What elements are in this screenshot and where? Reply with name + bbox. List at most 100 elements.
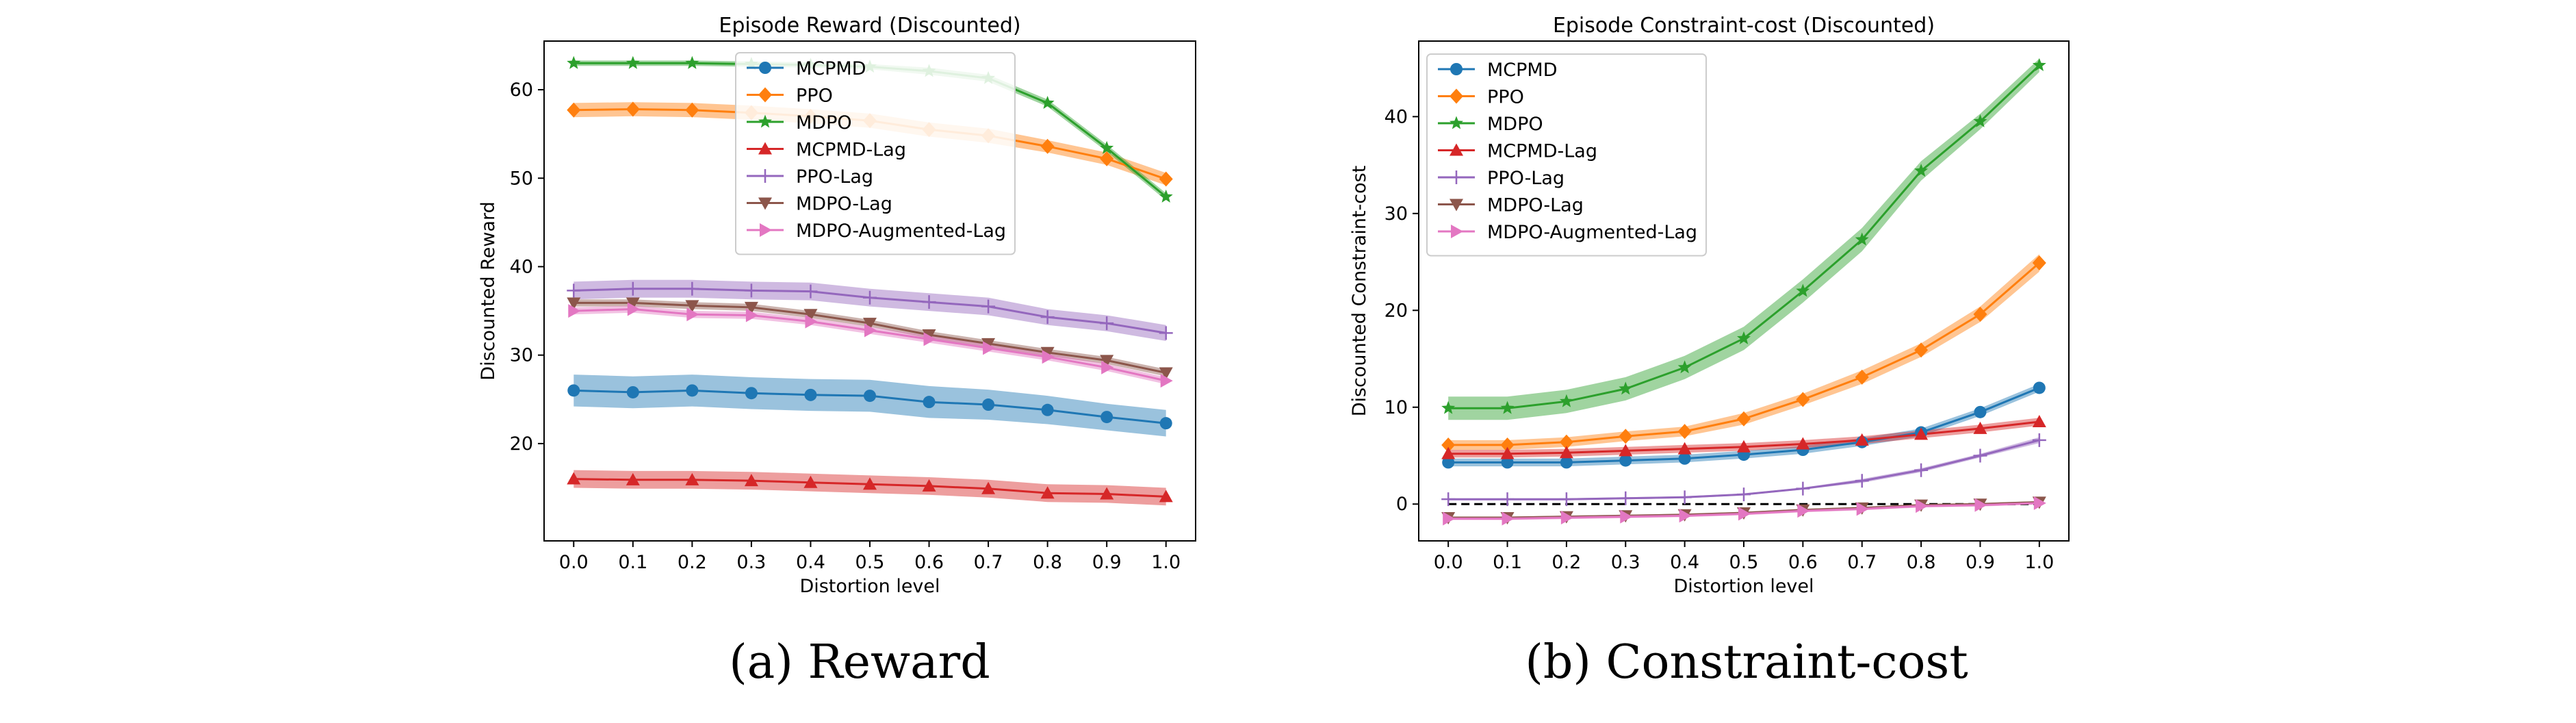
legend-marker-mdpo-augmented-lag [1451,225,1463,238]
point-ppo-lag-5 [863,290,877,305]
point-ppo-2 [1559,434,1573,450]
point-ppo-9 [1973,306,1987,322]
point-ppo-lag-6 [922,295,936,309]
y-tick-label: 20 [510,433,533,455]
legend-marker-mcpmd [759,62,771,74]
point-ppo-8 [1040,138,1055,154]
point-ppo-lag-9 [1973,448,1987,463]
point-mcpmd-lag-5 [863,477,877,490]
point-mdpo-lag-1 [626,297,640,310]
legend-label-mdpo-lag: MDPO-Lag [1487,195,1584,216]
point-mdpo-lag-0 [567,297,581,310]
legend-label-ppo-lag: PPO-Lag [1487,168,1564,189]
point-mcpmd-1 [1501,456,1514,469]
point-ppo-1 [626,101,640,117]
y-tick-label: 20 [1384,300,1408,321]
legend-label-mdpo: MDPO [796,112,852,134]
point-mdpo-9 [1100,140,1114,154]
legend-label-mcpmd-lag: MCPMD-Lag [796,140,906,161]
point-mcpmd-9 [1100,411,1113,424]
point-mcpmd-10 [1159,417,1172,430]
point-ppo-lag-9 [1100,316,1114,331]
point-mcpmd-4 [804,388,817,401]
point-mdpo-3 [1619,381,1633,395]
point-mdpo-augmented-lag-10 [2033,496,2046,510]
point-mcpmd-lag-8 [1040,486,1055,499]
legend-marker-ppo-lag [758,169,772,183]
point-mdpo-augmented-lag-3 [1620,509,1633,524]
cost-chart-title: Episode Constraint-cost (Discounted) [1553,14,1935,38]
legend-label-mcpmd: MCPMD [1487,60,1558,81]
point-mcpmd-lag-0 [567,472,581,485]
x-tick-label: 1.0 [2024,552,2054,573]
point-mcpmd-lag-5 [1737,440,1751,453]
point-mcpmd-3 [1619,454,1632,467]
point-ppo-lag-10 [1159,326,1173,340]
legend-label-mcpmd-lag: MCPMD-Lag [1487,141,1597,162]
point-mcpmd-0 [567,384,580,397]
point-ppo-lag-8 [1040,310,1055,325]
y-tick-label: 0 [1396,494,1408,515]
legend-marker-mdpo-augmented-lag [760,223,772,237]
point-mcpmd-1 [626,385,639,398]
legend-marker-mcpmd-lag [758,142,772,155]
point-mdpo-augmented-lag-5 [1738,507,1751,521]
point-mcpmd-7 [982,398,995,411]
point-mdpo-augmented-lag-4 [1679,509,1692,523]
x-tick-label: 0.1 [1493,552,1522,573]
point-ppo-10 [2032,255,2046,270]
point-ppo-10 [1159,171,1173,187]
point-mdpo-lag-9 [1100,355,1114,368]
point-mdpo-augmented-lag-4 [805,314,818,329]
point-ppo-0 [1441,437,1456,453]
point-mdpo-augmented-lag-7 [983,341,996,355]
point-mcpmd-8 [1041,403,1054,416]
x-tick-label: 0.5 [1729,552,1759,573]
point-mdpo-augmented-lag-3 [745,308,758,322]
point-mdpo-10 [1159,189,1173,203]
band-ppo-lag [574,279,1166,341]
legend-label-mdpo-augmented-lag: MDPO-Augmented-Lag [1487,222,1697,243]
x-tick-label: 0.2 [1551,552,1581,573]
point-mcpmd-lag-6 [922,479,936,492]
point-mcpmd-lag-2 [685,472,699,485]
legend-marker-mdpo [1450,116,1463,129]
point-mdpo-2 [685,55,699,69]
x-tick-label: 0.4 [796,552,825,573]
point-mdpo-augmented-lag-6 [1797,504,1810,518]
point-mdpo-8 [1040,95,1055,109]
point-mcpmd-lag-1 [626,472,640,485]
reward-legend: MCPMD PPO MDPO MCPMD-Lag PPO-Lag MDPO-Lag MDPO… [735,52,1016,255]
cost-legend: MCPMD PPO MDPO MCPMD-Lag PPO-Lag MDPO-Lag MDPO… [1426,53,1707,257]
point-mcpmd-lag-6 [1796,437,1810,450]
point-mcpmd-lag-3 [744,474,758,487]
point-mcpmd-0 [1442,456,1455,469]
point-mcpmd-3 [745,387,758,400]
point-mdpo-augmented-lag-10 [1160,374,1173,388]
point-mdpo-2 [1559,394,1573,407]
point-ppo-lag-3 [1619,491,1633,505]
point-ppo-8 [1914,342,1929,358]
point-ppo-3 [1619,429,1633,444]
point-mdpo-0 [567,55,581,69]
legend-label-mdpo-lag: MDPO-Lag [796,194,892,215]
point-mdpo-9 [1973,114,1987,127]
point-ppo-lag-5 [1737,487,1751,502]
reward-y-ticks: 20 30 40 50 60 [510,79,544,455]
cost-x-axis-label: Distortion level [1673,576,1814,597]
x-tick-label: 0.8 [1033,552,1062,573]
point-mcpmd-2 [1560,456,1573,469]
point-mcpmd-10 [2033,381,2046,394]
point-ppo-lag-8 [1914,463,1929,477]
legend-marker-mcpmd [1450,63,1463,75]
reward-x-ticks: 0.0 0.1 0.2 0.3 0.4 0.5 0.6 0.7 0.8 0.9 1.0 [559,541,1181,573]
point-ppo-lag-2 [1559,492,1573,507]
reward-x-axis-label: Distortion level [799,576,940,597]
y-tick-label: 10 [1384,397,1408,418]
point-mcpmd-lag-2 [1559,446,1573,459]
point-mdpo-lag-5 [863,318,877,331]
y-tick-label: 30 [510,345,533,366]
legend-label-mdpo-augmented-lag: MDPO-Augmented-Lag [796,220,1006,242]
x-tick-label: 0.9 [1966,552,1995,573]
x-tick-label: 0.3 [736,552,766,573]
